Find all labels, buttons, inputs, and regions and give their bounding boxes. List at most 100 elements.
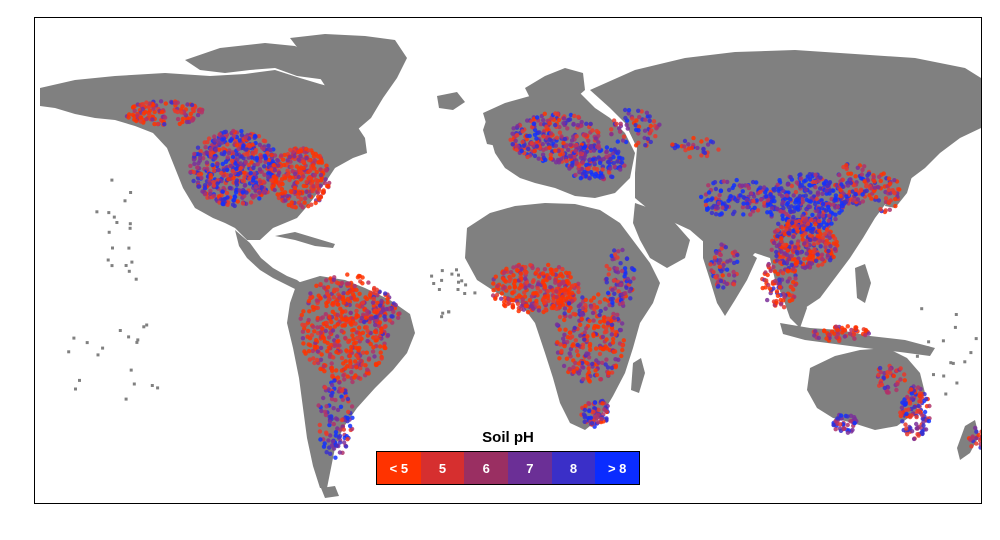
soil-sample-point: [197, 152, 203, 157]
soil-sample-point: [810, 212, 815, 218]
soil-sample-point: [974, 435, 979, 441]
soil-sample-point: [547, 121, 552, 126]
soil-sample-point: [580, 160, 586, 165]
soil-sample-point: [261, 146, 266, 152]
soil-sample-point: [808, 217, 814, 223]
small-island: [969, 351, 973, 355]
soil-sample-point: [263, 156, 268, 161]
soil-sample-point: [345, 396, 351, 402]
soil-sample-point: [339, 368, 345, 373]
soil-sample-point: [745, 205, 750, 210]
soil-sample-point: [808, 249, 813, 254]
soil-sample-point: [311, 324, 316, 329]
soil-sample-point: [510, 131, 515, 136]
soil-sample-point: [354, 287, 359, 293]
soil-sample-point: [341, 440, 347, 445]
soil-sample-point: [619, 353, 624, 359]
soil-sample-point: [568, 346, 574, 352]
soil-sample-point: [340, 397, 346, 402]
soil-sample-point: [499, 296, 504, 301]
soil-sample-point: [731, 183, 737, 188]
soil-sample-point: [602, 319, 607, 324]
soil-sample-point: [798, 260, 803, 265]
soil-sample-point: [271, 163, 276, 168]
soil-sample-point: [393, 302, 398, 308]
soil-sample-point: [324, 404, 329, 409]
soil-sample-point: [594, 128, 599, 134]
soil-sample-point: [827, 213, 832, 218]
small-island: [916, 344, 920, 348]
soil-sample-point: [605, 346, 610, 351]
soil-sample-point: [592, 400, 598, 405]
soil-sample-point: [826, 218, 831, 223]
small-island: [432, 282, 436, 285]
soil-sample-point: [239, 129, 244, 134]
soil-sample-point: [324, 320, 329, 325]
soil-sample-point: [779, 209, 784, 214]
soil-sample-point: [159, 109, 165, 115]
soil-sample-point: [806, 204, 811, 209]
soil-sample-point: [829, 221, 834, 226]
soil-sample-point: [892, 178, 897, 183]
soil-sample-point: [609, 132, 614, 137]
soil-sample-point: [241, 170, 247, 175]
soil-sample-point: [618, 327, 624, 333]
soil-sample-point: [132, 104, 137, 109]
soil-sample-point: [713, 186, 719, 192]
soil-sample-point: [924, 396, 929, 402]
soil-sample-point: [789, 262, 794, 268]
soil-sample-point: [272, 168, 278, 173]
soil-sample-point: [301, 183, 306, 189]
soil-sample-point: [205, 140, 210, 145]
soil-sample-point: [586, 166, 591, 171]
soil-sample-point: [844, 163, 849, 168]
soil-sample-point: [848, 419, 853, 424]
soil-sample-point: [239, 154, 244, 159]
soil-sample-point: [343, 444, 349, 449]
soil-sample-point: [535, 268, 540, 273]
soil-sample-point: [838, 187, 843, 193]
soil-sample-point: [345, 296, 351, 302]
soil-sample-point: [301, 341, 306, 346]
soil-sample-point: [285, 158, 290, 163]
soil-sample-point: [192, 151, 197, 157]
soil-sample-point: [573, 360, 578, 366]
soil-sample-point: [554, 306, 559, 311]
soil-sample-point: [335, 375, 341, 380]
soil-sample-point: [541, 118, 546, 123]
soil-sample-point: [377, 320, 383, 325]
soil-sample-point: [904, 411, 909, 417]
soil-sample-point: [582, 156, 587, 161]
soil-sample-point: [765, 272, 770, 278]
soil-sample-point: [272, 174, 277, 179]
small-island: [932, 373, 935, 377]
soil-sample-point: [764, 194, 769, 199]
soil-sample-point: [800, 237, 805, 242]
soil-sample-point: [337, 450, 343, 455]
soil-sample-point: [627, 289, 632, 294]
soil-sample-point: [701, 147, 706, 152]
soil-sample-point: [917, 393, 922, 398]
soil-sample-point: [245, 152, 250, 157]
soil-sample-point: [590, 157, 596, 162]
soil-sample-point: [329, 319, 334, 325]
soil-sample-point: [798, 250, 803, 255]
soil-sample-point: [322, 285, 327, 290]
soil-sample-point: [815, 208, 820, 213]
soil-sample-point: [534, 144, 540, 149]
small-island: [107, 230, 111, 234]
soil-sample-point: [885, 370, 890, 375]
soil-sample-point: [341, 427, 346, 432]
soil-sample-point: [771, 264, 776, 270]
soil-sample-point: [234, 180, 239, 185]
soil-sample-point: [257, 142, 262, 147]
legend-bin-6: 6: [464, 452, 509, 484]
soil-sample-point: [514, 295, 519, 300]
soil-sample-point: [587, 176, 592, 181]
soil-sample-point: [341, 361, 346, 366]
soil-sample-point: [603, 362, 608, 367]
small-island: [150, 384, 154, 387]
soil-sample-point: [266, 174, 271, 180]
soil-sample-point: [355, 346, 361, 351]
soil-sample-point: [335, 312, 340, 318]
